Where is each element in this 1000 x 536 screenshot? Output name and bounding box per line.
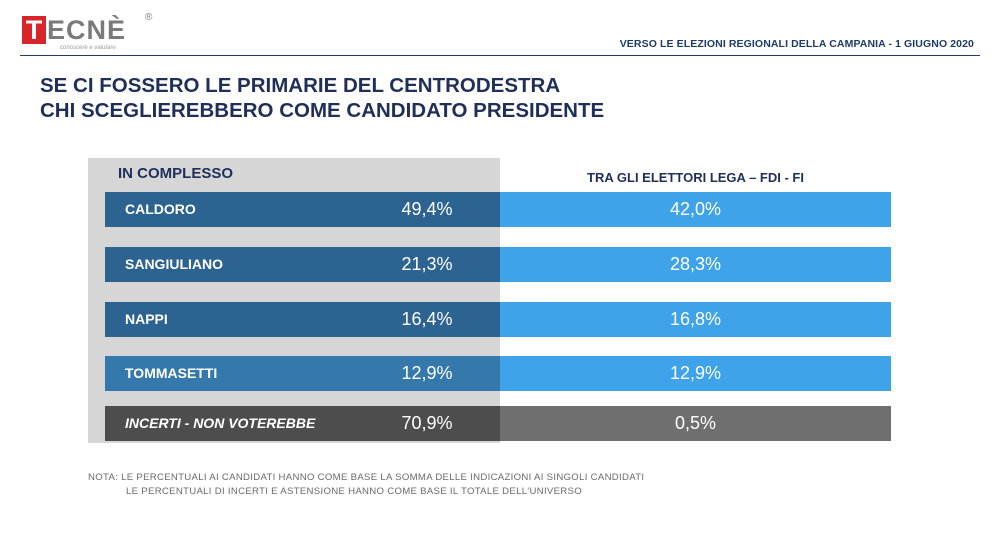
logo-letter: T [22, 16, 46, 44]
coalition-voters-value: 28,3% [669, 254, 722, 274]
logo-tagline: conoscere e valutare [60, 45, 116, 51]
table-row: NAPPI 16,4% 16,8% [0, 302, 1000, 337]
overall-value: 12,9% [401, 363, 453, 383]
table-row: SANGIULIANO 21,3% 28,3% [0, 247, 1000, 282]
footnote-line-2: LE PERCENTUALI DI INCERTI E ASTENSIONE H… [126, 486, 582, 497]
candidate-label: CALDORO [125, 201, 196, 217]
registered-mark: ® [145, 12, 153, 23]
coalition-voters-value: 42,0% [669, 199, 722, 219]
title-line-2: CHI SCEGLIEREBBERO COME CANDIDATO PRESID… [40, 99, 605, 122]
overall-value: 21,3% [401, 254, 453, 274]
overall-cell: SANGIULIANO 21,3% [105, 247, 500, 282]
candidate-label: NAPPI [125, 311, 168, 327]
footnote: NOTA: LE PERCENTUALI AI CANDIDATI HANNO … [88, 471, 644, 499]
slide-title: SE CI FOSSERO LE PRIMARIE DEL CENTRODEST… [40, 73, 604, 123]
column-header-coalition-voters: TRA GLI ELETTORI LEGA – FDI - FI [587, 170, 804, 185]
overall-cell: CALDORO 49,4% [105, 192, 500, 227]
overall-cell: TOMMASETTI 12,9% [105, 356, 500, 391]
column-header-overall: IN COMPLESSO [118, 165, 234, 182]
footnote-line-1: NOTA: LE PERCENTUALI AI CANDIDATI HANNO … [88, 472, 645, 483]
header-divider [20, 55, 980, 56]
coalition-voters-cell: 28,3% [500, 247, 891, 282]
candidate-label: SANGIULIANO [125, 256, 223, 272]
table-row: INCERTI - NON VOTEREBBE 70,9% 0,5% [0, 406, 1000, 441]
overall-cell: NAPPI 16,4% [105, 302, 500, 337]
title-line-1: SE CI FOSSERO LE PRIMARIE DEL CENTRODEST… [40, 74, 561, 97]
slide-subtitle: VERSO LE ELEZIONI REGIONALI DELLA CAMPAN… [619, 38, 974, 50]
candidate-label: INCERTI - NON VOTEREBBE [125, 415, 316, 431]
coalition-voters-cell: 12,9% [500, 356, 891, 391]
coalition-voters-cell: 0,5% [500, 406, 891, 441]
tecne-logo: T ECNÈ ® conoscere e valutare [22, 12, 162, 52]
table-row: CALDORO 49,4% 42,0% [0, 192, 1000, 227]
overall-value: 49,4% [401, 199, 453, 219]
overall-value: 16,4% [401, 309, 453, 329]
overall-value: 70,9% [401, 413, 453, 433]
coalition-voters-value: 12,9% [669, 363, 722, 383]
overall-cell: INCERTI - NON VOTEREBBE 70,9% [105, 406, 500, 441]
candidate-label: TOMMASETTI [125, 365, 218, 381]
coalition-voters-cell: 16,8% [500, 302, 891, 337]
coalition-voters-cell: 42,0% [500, 192, 891, 227]
coalition-voters-value: 16,8% [669, 309, 722, 329]
table-row: TOMMASETTI 12,9% 12,9% [0, 356, 1000, 391]
logo-text: ECNÈ [47, 15, 127, 45]
coalition-voters-value: 0,5% [674, 413, 717, 433]
